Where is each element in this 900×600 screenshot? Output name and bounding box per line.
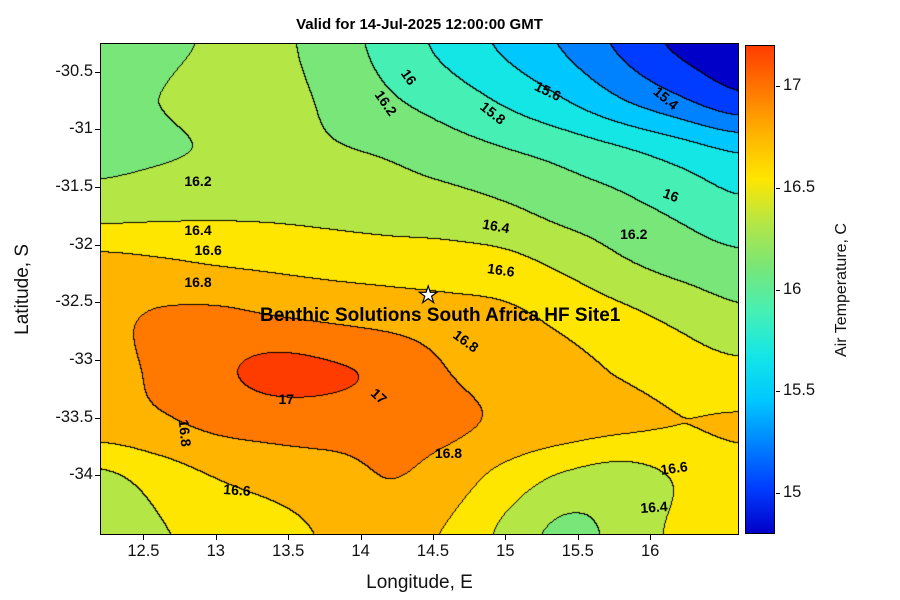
contour-label: 16.4 [481, 215, 512, 237]
contour-canvas [101, 44, 738, 534]
colorbar-tick-mark [776, 85, 780, 87]
y-tick-label: -32 [69, 234, 93, 253]
contour-label: 16.2 [184, 173, 212, 190]
x-tick-label: 14.5 [416, 542, 450, 560]
contour-label: 16.4 [639, 498, 669, 517]
colorbar-gradient [746, 46, 774, 533]
y-tick-label: -30.5 [55, 61, 93, 80]
contour-label: 16.6 [659, 458, 689, 479]
y-tick-label: -31 [69, 119, 93, 138]
y-tick-label: -31.5 [55, 177, 93, 196]
station-star-icon: ★ [417, 281, 439, 308]
contour-label: 17 [278, 391, 295, 408]
x-tick-mark [432, 535, 434, 540]
contour-label: 16.6 [222, 481, 252, 500]
x-tick-mark [215, 535, 217, 540]
y-tick-mark [95, 475, 100, 477]
y-tick-mark [95, 244, 100, 246]
contour-labels-layer: 16 16.2 15.8 15.6 15.4 16 16.2 16.2 16.4 16.4 16.6… [101, 44, 738, 534]
y-tick-mark [95, 302, 100, 304]
colorbar-label-wrap: Air Temperature, C [833, 45, 851, 534]
station-label: Benthic Solutions South Africa HF Site1 [260, 305, 621, 327]
contour-label: 16.8 [175, 418, 195, 447]
colorbar-tick-mark [776, 289, 780, 291]
x-tick-mark [577, 535, 579, 540]
y-tick-mark [95, 360, 100, 362]
y-tick-label: -33.5 [55, 407, 93, 426]
contour-label: 16 [661, 184, 682, 206]
x-tick-label: 13.5 [272, 542, 305, 560]
y-axis-label-wrap: Latitude, S [12, 43, 34, 535]
contour-label: 15.4 [650, 83, 682, 114]
y-tick-mark [95, 71, 100, 73]
colorbar-tick-mark [776, 187, 780, 189]
chart-title: Valid for 14-Jul-2025 12:00:00 GMT [296, 16, 543, 33]
y-axis-label: Latitude, S [12, 243, 33, 335]
contour-label: 15.6 [532, 78, 565, 105]
y-tick-mark [95, 417, 100, 419]
contour-label: 15.8 [477, 98, 509, 128]
x-tick-mark [143, 535, 145, 540]
colorbar-tick-label: 16 [783, 279, 802, 298]
colorbar-tick-label: 15.5 [783, 381, 816, 400]
contour-label: 16 [398, 66, 421, 89]
contour-label: 16.4 [184, 221, 212, 238]
colorbar-tick-label: 17 [783, 75, 802, 94]
colorbar [745, 45, 775, 534]
colorbar-label: Air Temperature, C [833, 222, 850, 357]
x-tick-mark [288, 535, 290, 540]
x-tick-mark [650, 535, 652, 540]
x-tick-label: 14 [351, 542, 370, 560]
x-axis-label: Longitude, E [366, 572, 473, 593]
colorbar-tick-mark [776, 493, 780, 495]
y-tick-label: -32.5 [55, 292, 93, 311]
contour-label: 16.6 [194, 242, 222, 259]
y-tick-mark [95, 129, 100, 131]
x-tick-label: 15.5 [561, 542, 594, 560]
y-tick-mark [95, 187, 100, 189]
contour-label: 16.8 [184, 273, 212, 290]
contour-label: 16.2 [620, 226, 648, 243]
x-tick-label: 16 [640, 542, 660, 560]
x-tick-label: 12.5 [127, 542, 160, 560]
plot-area: 16 16.2 15.8 15.6 15.4 16 16.2 16.2 16.4 16.4 16.6… [100, 43, 739, 535]
x-tick-mark [505, 535, 507, 540]
contour-label: 16.6 [485, 260, 516, 280]
y-tick-label: -33 [69, 350, 93, 369]
contour-label: 16.2 [371, 87, 401, 119]
contour-label: 16.8 [450, 326, 482, 356]
contour-label: 16.8 [434, 445, 463, 462]
x-tick-label: 13 [206, 542, 225, 560]
colorbar-tick-mark [776, 391, 780, 393]
colorbar-tick-label: 15 [783, 483, 802, 502]
colorbar-tick-label: 16.5 [783, 177, 816, 196]
x-tick-label: 15 [496, 542, 515, 560]
x-tick-mark [360, 535, 362, 540]
y-tick-label: -34 [69, 465, 93, 484]
contour-label: 17 [367, 384, 391, 407]
